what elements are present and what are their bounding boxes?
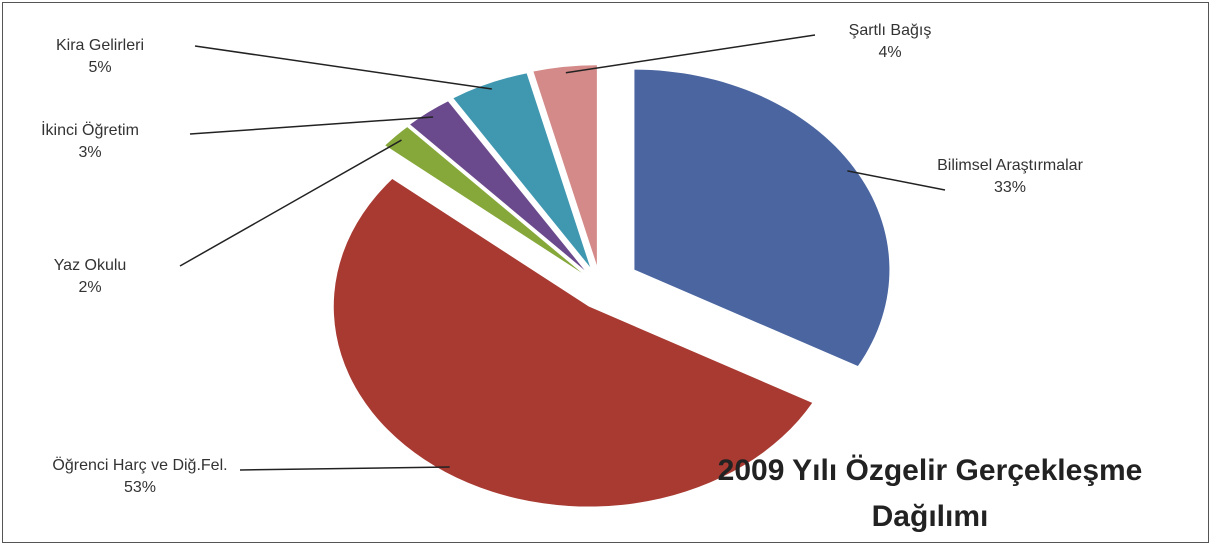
slice-label: Bilimsel Araştırmalar 33%	[930, 155, 1090, 199]
chart-title: 2009 Yılı Özgelir Gerçekleşme Dağılımı	[717, 454, 1143, 533]
slice-name: Yaz Okulu	[53, 257, 127, 274]
slice-name: Öğrenci Harç ve Diğ.Fel.	[52, 457, 228, 474]
slice-value: 5%	[88, 59, 112, 76]
slice-value: 4%	[878, 44, 902, 61]
pie-slice	[453, 73, 591, 268]
pie-slice	[410, 101, 585, 271]
slice-name: Bilimsel Araştırmalar	[937, 157, 1083, 174]
slice-label: Öğrenci Harç ve Diğ.Fel. 53%	[30, 455, 250, 499]
leader-line	[179, 139, 402, 267]
slice-value: 33%	[993, 179, 1027, 196]
slice-label: Kira Gelirleri 5%	[30, 35, 170, 79]
pie-slice	[333, 179, 813, 507]
slice-name: İkinci Öğretim	[41, 122, 139, 139]
pie-slice	[533, 65, 597, 266]
pie-slice	[385, 127, 582, 273]
leader-line	[847, 170, 946, 191]
leader-line	[194, 45, 492, 90]
slice-name: Şartlı Bağış	[848, 22, 932, 39]
slice-value: 53%	[123, 479, 157, 496]
slice-label: Yaz Okulu 2%	[30, 255, 150, 299]
slice-label: Şartlı Bağış 4%	[820, 20, 960, 64]
leader-line	[565, 34, 816, 74]
leader-line	[239, 466, 450, 471]
slice-value: 2%	[78, 279, 102, 296]
slice-value: 3%	[78, 144, 102, 161]
slice-name: Kira Gelirleri	[55, 37, 144, 54]
leader-line	[189, 116, 434, 135]
pie-slice	[634, 69, 890, 366]
slice-label: İkinci Öğretim 3%	[20, 120, 160, 164]
